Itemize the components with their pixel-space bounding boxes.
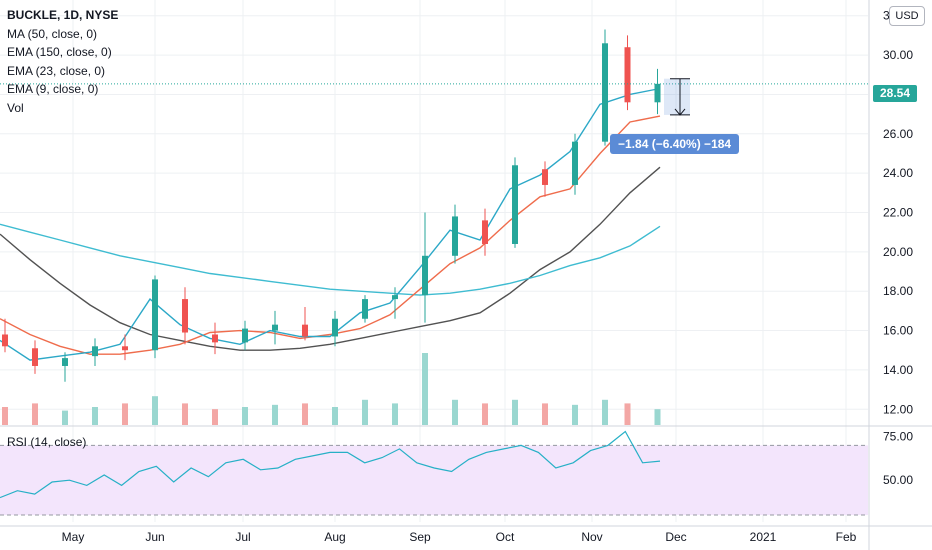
volume-bar	[572, 404, 578, 425]
candle-body	[242, 328, 248, 343]
candle-body	[32, 348, 38, 366]
volume-bar	[542, 403, 548, 425]
candle-body	[572, 141, 578, 185]
legend-volume[interactable]: Vol	[7, 100, 24, 115]
volume-bar	[32, 403, 38, 425]
series-line	[0, 115, 661, 355]
volume-bar	[182, 403, 188, 425]
currency-button[interactable]: USD	[889, 6, 925, 26]
candle-body	[92, 346, 98, 357]
time-tick-label: Jun	[145, 530, 164, 544]
series-line	[0, 166, 661, 351]
candle-body	[392, 295, 398, 300]
time-tick-label: Oct	[496, 530, 515, 544]
rsi-line	[0, 430, 661, 499]
volume-bars	[2, 353, 661, 425]
time-tick-label: Dec	[665, 530, 686, 544]
legend-symbol[interactable]: BUCKLE, 1D, NYSE	[7, 8, 119, 22]
grid-lines	[0, 0, 868, 522]
volume-bar	[62, 410, 68, 425]
time-tick-label: Jul	[235, 530, 250, 544]
time-tick-label: Sep	[409, 530, 431, 544]
price-tick-label: 12.00	[883, 402, 913, 416]
series-line	[0, 223, 661, 296]
measure-tool[interactable]	[664, 78, 690, 116]
volume-bar	[452, 399, 458, 425]
volume-bar	[512, 399, 518, 425]
volume-bar	[332, 407, 338, 425]
volume-bar	[602, 399, 608, 425]
legend: BUCKLE, 1D, NYSE MA (50, close, 0) EMA (…	[7, 6, 118, 117]
candle-body	[362, 299, 368, 319]
candles	[0, 29, 868, 382]
candle-body	[272, 324, 278, 331]
time-tick-label: 2021	[750, 530, 777, 544]
candle-body	[182, 299, 188, 333]
volume-bar	[92, 407, 98, 425]
candle-body	[2, 334, 8, 347]
volume-bar	[392, 403, 398, 425]
rsi-band	[0, 445, 868, 516]
candle-body	[122, 346, 128, 351]
rsi-tick-label: 75.00	[883, 430, 913, 444]
time-tick-label: Aug	[324, 530, 345, 544]
time-tick-label: Nov	[581, 530, 602, 544]
price-tick-label: 20.00	[883, 245, 913, 259]
volume-bar	[242, 407, 248, 425]
legend-ema9[interactable]: EMA (9, close, 0)	[7, 82, 99, 96]
price-tick-label: 24.00	[883, 166, 913, 180]
measure-label: −1.84 (−6.40%) −184	[610, 134, 740, 154]
legend-ma50[interactable]: MA (50, close, 0)	[7, 26, 98, 41]
time-tick-label: May	[62, 530, 85, 544]
candle-body	[542, 169, 548, 185]
volume-bar	[122, 403, 128, 425]
volume-bar	[302, 403, 308, 425]
volume-bar	[272, 404, 278, 425]
time-tick-label: Feb	[836, 530, 857, 544]
price-tick-label: 18.00	[883, 284, 913, 298]
price-tick-label: 26.00	[883, 127, 913, 141]
volume-bar	[152, 396, 158, 425]
volume-bar	[2, 407, 8, 425]
price-tick-label: 22.00	[883, 206, 913, 220]
legend-ema150[interactable]: EMA (150, close, 0)	[7, 45, 112, 59]
candle-body	[624, 47, 631, 103]
volume-bar	[654, 409, 661, 425]
candle-body	[602, 43, 608, 142]
candle-body	[654, 83, 661, 103]
legend-ema23[interactable]: EMA (23, close, 0)	[7, 63, 106, 78]
price-tick-label: 30.00	[883, 48, 913, 62]
candle-body	[452, 216, 458, 256]
measure-box	[664, 78, 690, 115]
last-price-tag: 28.54	[873, 85, 917, 102]
candle-body	[62, 358, 68, 366]
price-tick-label: 16.00	[883, 324, 913, 338]
volume-bar	[212, 409, 218, 425]
candle-body	[422, 255, 428, 296]
rsi-tick-label: 50.00	[883, 473, 913, 487]
candle-body	[332, 318, 338, 337]
moving-average-lines	[0, 87, 661, 361]
candle-body	[482, 220, 488, 244]
candle-body	[152, 279, 158, 351]
volume-bar	[624, 403, 631, 425]
measure-arrow-head	[674, 108, 686, 116]
series-line	[0, 87, 661, 361]
candle-body	[512, 165, 518, 244]
volume-bar	[362, 399, 368, 425]
volume-bar	[422, 353, 428, 425]
price-tick-label: 14.00	[883, 363, 913, 377]
volume-bar	[482, 403, 488, 425]
rsi-pane	[0, 430, 868, 516]
candle-body	[212, 334, 218, 343]
candle-body	[302, 324, 308, 337]
rsi-legend[interactable]: RSI (14, close)	[7, 435, 87, 449]
